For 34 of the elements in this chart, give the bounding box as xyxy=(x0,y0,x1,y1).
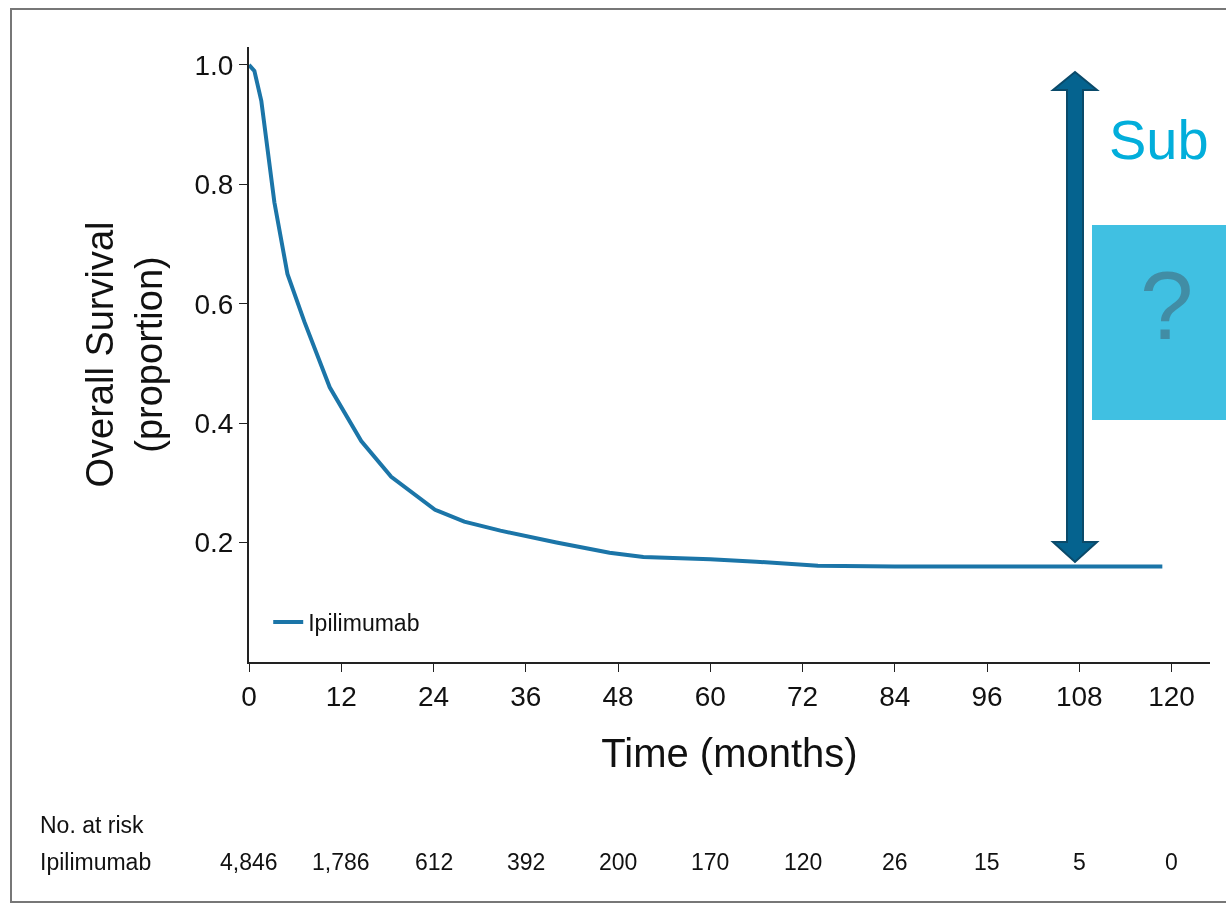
text: 15 xyxy=(974,849,1000,875)
x-tick-label: 60 xyxy=(694,680,726,712)
x-tick-label: 36 xyxy=(510,680,542,712)
text: 170 xyxy=(691,849,730,875)
text: 0 xyxy=(1165,849,1178,875)
text: 612 xyxy=(415,849,454,875)
y-tick-label: 0.2 xyxy=(194,527,234,559)
text: 120 xyxy=(784,849,823,875)
text: 5 xyxy=(1073,849,1086,875)
x-tick-label: 96 xyxy=(971,680,1003,712)
x-tick-label: 0 xyxy=(241,680,257,712)
text: Ipilimumab xyxy=(40,849,152,875)
text: 4,846 xyxy=(220,849,278,875)
x-tick-label: 120 xyxy=(1148,680,1195,712)
x-tick-label: 72 xyxy=(786,680,819,712)
annotation: Sub xyxy=(1109,108,1209,171)
legend-label: Ipilimumab xyxy=(308,609,420,636)
y-tick-label: 0.8 xyxy=(194,169,234,201)
text: 200 xyxy=(599,849,638,875)
text: No. at risk xyxy=(40,812,145,838)
annotation: ? xyxy=(1140,252,1194,359)
x-tick-label: 12 xyxy=(325,680,357,712)
y-tick-label: 0.6 xyxy=(194,288,234,320)
text: 26 xyxy=(882,849,908,875)
x-tick-label: 84 xyxy=(879,680,911,712)
y-tick-label: 1.0 xyxy=(194,49,234,81)
x-tick-label: 108 xyxy=(1055,680,1103,712)
x-tick-label: 48 xyxy=(602,680,634,712)
x-tick-label: 24 xyxy=(417,680,450,712)
text: 1,786 xyxy=(312,849,370,875)
y-tick-label: 0.4 xyxy=(194,407,234,439)
text: 392 xyxy=(507,849,546,875)
y-axis-title: Overall Survival (proportion) xyxy=(78,221,171,488)
x-axis-title: Time (months) xyxy=(601,730,858,775)
